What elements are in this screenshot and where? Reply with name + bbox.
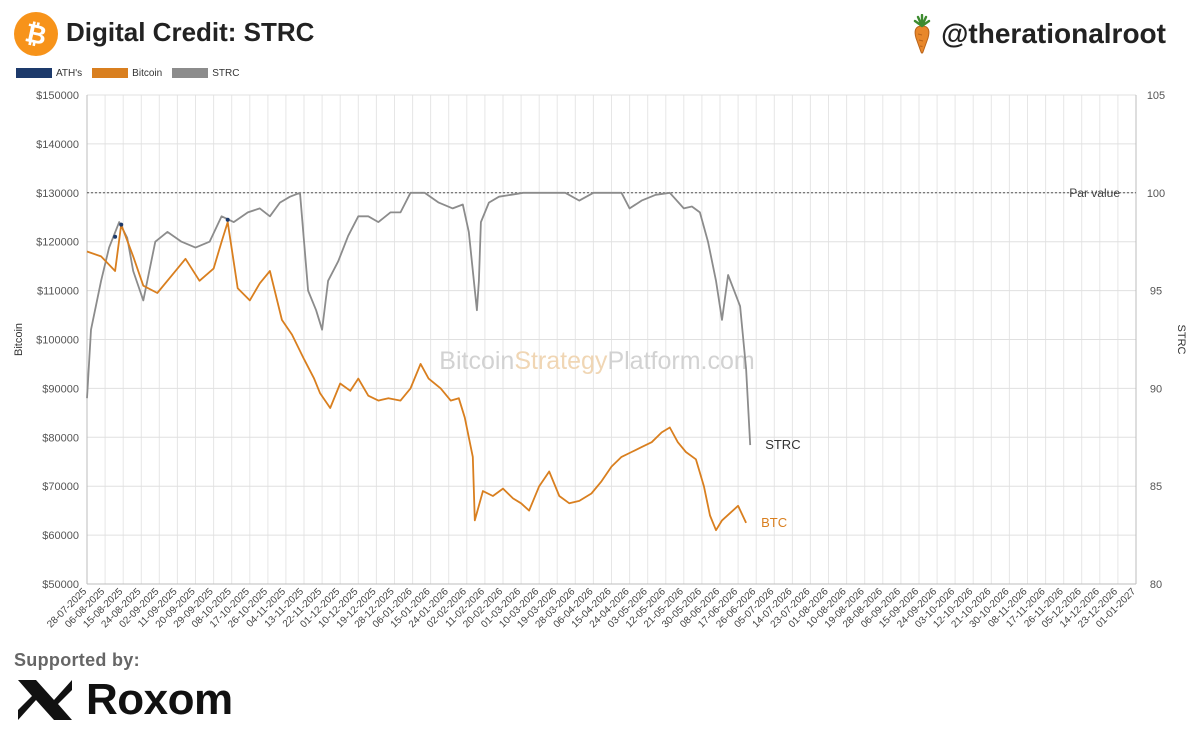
y-tick-label-left: $120000	[36, 237, 79, 249]
author-handle-block: @therationalroot	[909, 12, 1166, 56]
watermark-part: Bitcoin	[439, 347, 514, 375]
y-axis-title-left: Bitcoin	[13, 323, 25, 356]
y-tick-label-left: $130000	[36, 188, 79, 200]
sponsor-logo: Roxom	[14, 675, 233, 724]
y-tick-label-left: $140000	[36, 139, 79, 151]
series-line-bitcoin	[86, 221, 747, 532]
price-chart: $50000 $60000 $70000 $80000 $90000 $100000 $11…	[13, 90, 1187, 630]
carrot-icon	[913, 14, 931, 54]
watermark-part: Platform.com	[607, 347, 754, 375]
y-tick-label-left: $60000	[42, 530, 79, 542]
legend-swatch-ath	[16, 68, 52, 78]
chart-legend: ATH's Bitcoin STRC	[16, 66, 249, 80]
y-tick-label-left: $100000	[36, 335, 79, 347]
ath-marker	[225, 217, 230, 222]
roxom-logo-icon	[18, 680, 72, 720]
series-line-strc	[86, 191, 752, 446]
legend-label-bitcoin: Bitcoin	[132, 67, 163, 79]
y-axis-title-right: STRC	[1175, 325, 1187, 355]
legend-swatch-bitcoin	[92, 68, 129, 78]
par-value-label: Par value	[1069, 186, 1120, 200]
y-tick-label-right: 85	[1150, 481, 1162, 493]
y-tick-label-left: $50000	[42, 579, 79, 591]
legend-item-strc: STRC	[172, 68, 239, 79]
bitcoin-logo-circle	[14, 12, 58, 56]
ath-marker	[113, 234, 118, 239]
watermark-part: Strategy	[514, 347, 608, 375]
watermark-text: BitcoinStrategyPlatform.com	[439, 347, 754, 375]
strc-end-label: STRC	[765, 437, 800, 452]
ath-marker	[119, 222, 124, 227]
header: ₿ Digital Credit: STRC @therationalroot	[0, 0, 1200, 64]
author-handle: @therationalroot	[941, 18, 1166, 49]
y-tick-label-left: $80000	[42, 432, 79, 444]
y-tick-label-right: 80	[1150, 579, 1162, 591]
bitcoin-logo-icon: ₿	[14, 12, 58, 56]
y-tick-label-right: 95	[1150, 286, 1162, 298]
y-tick-label-right: 100	[1147, 188, 1165, 200]
legend-label-strc: STRC	[212, 67, 240, 79]
btc-end-label: BTC	[761, 515, 787, 530]
legend-label-ath: ATH's	[56, 67, 83, 79]
page-title: Digital Credit: STRC	[66, 17, 315, 47]
y-tick-label-right: 90	[1150, 383, 1162, 395]
y-tick-label-left: $110000	[37, 286, 79, 298]
y-tick-label-left: $150000	[36, 90, 79, 102]
sponsor-name: Roxom	[86, 675, 233, 724]
legend-item-bitcoin: Bitcoin	[92, 68, 162, 79]
y-tick-label-left: $90000	[42, 383, 79, 395]
legend-swatch-strc	[172, 68, 209, 78]
y-tick-label-left: $70000	[42, 481, 79, 493]
legend-item-ath: ATH's	[16, 68, 82, 79]
supported-by-label: Supported by:	[14, 650, 140, 670]
y-tick-label-right: 105	[1147, 90, 1165, 102]
